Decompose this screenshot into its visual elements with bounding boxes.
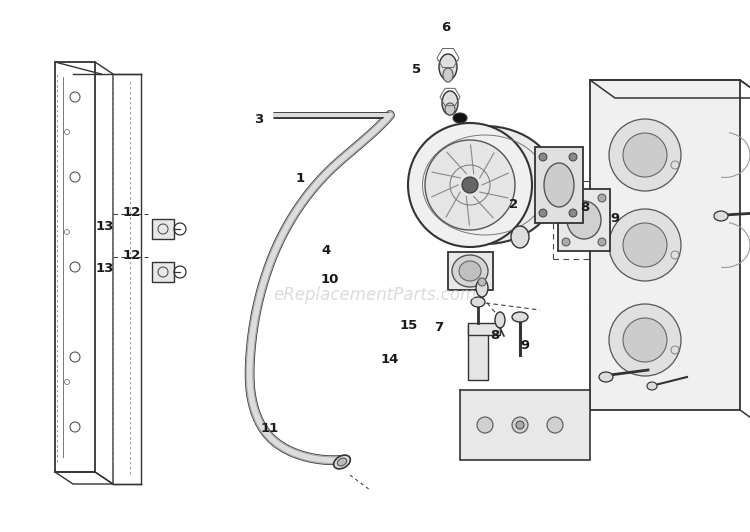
Circle shape (569, 209, 577, 217)
Bar (468, 323, 500, 335)
Bar (460, 390, 590, 460)
Circle shape (609, 209, 681, 281)
Bar (535, 147, 583, 223)
Ellipse shape (443, 68, 453, 82)
Ellipse shape (599, 372, 613, 382)
Circle shape (569, 153, 577, 161)
Bar (448, 252, 493, 290)
Circle shape (408, 123, 532, 247)
Ellipse shape (442, 91, 458, 115)
Ellipse shape (334, 455, 350, 469)
Circle shape (516, 421, 524, 429)
Circle shape (425, 140, 515, 230)
Text: 8: 8 (580, 201, 590, 214)
Circle shape (598, 238, 606, 246)
Circle shape (598, 194, 606, 202)
Circle shape (547, 417, 563, 433)
Text: 12: 12 (122, 206, 140, 219)
Circle shape (512, 417, 528, 433)
Ellipse shape (459, 261, 481, 281)
Text: 11: 11 (261, 422, 279, 435)
Ellipse shape (453, 113, 467, 123)
Text: 4: 4 (322, 244, 331, 256)
Ellipse shape (714, 211, 728, 221)
Circle shape (562, 194, 570, 202)
Bar (468, 325, 488, 380)
Ellipse shape (338, 458, 346, 466)
Ellipse shape (511, 226, 529, 248)
Bar (590, 80, 740, 410)
Text: 9: 9 (520, 339, 530, 352)
Circle shape (623, 133, 667, 177)
Circle shape (477, 417, 493, 433)
Circle shape (462, 177, 478, 193)
Ellipse shape (476, 279, 488, 297)
Ellipse shape (647, 382, 657, 390)
Text: eReplacementParts.com: eReplacementParts.com (273, 286, 477, 304)
Polygon shape (152, 219, 174, 239)
Text: 8: 8 (490, 329, 500, 342)
Ellipse shape (512, 312, 528, 322)
Text: 10: 10 (321, 273, 339, 286)
Circle shape (539, 153, 547, 161)
Text: 1: 1 (296, 172, 304, 185)
Circle shape (539, 209, 547, 217)
Text: 5: 5 (412, 63, 421, 76)
Ellipse shape (544, 163, 574, 207)
Text: 6: 6 (442, 21, 451, 34)
Polygon shape (152, 262, 174, 282)
Ellipse shape (439, 54, 457, 80)
Circle shape (623, 223, 667, 267)
Text: 14: 14 (381, 353, 399, 365)
Ellipse shape (471, 297, 485, 307)
Ellipse shape (445, 103, 455, 115)
Text: 12: 12 (122, 249, 140, 262)
Ellipse shape (567, 201, 601, 239)
Circle shape (623, 318, 667, 362)
Text: 9: 9 (610, 212, 620, 225)
Text: 3: 3 (254, 113, 263, 126)
Circle shape (609, 304, 681, 376)
Circle shape (609, 119, 681, 191)
Bar (558, 189, 610, 251)
Text: 13: 13 (96, 220, 114, 232)
Ellipse shape (478, 278, 486, 286)
Ellipse shape (495, 312, 505, 328)
Ellipse shape (452, 255, 488, 287)
Text: 15: 15 (400, 319, 418, 332)
Text: 7: 7 (434, 321, 443, 334)
Text: 13: 13 (96, 262, 114, 275)
Circle shape (562, 238, 570, 246)
Text: 2: 2 (509, 198, 518, 211)
Ellipse shape (413, 126, 557, 244)
